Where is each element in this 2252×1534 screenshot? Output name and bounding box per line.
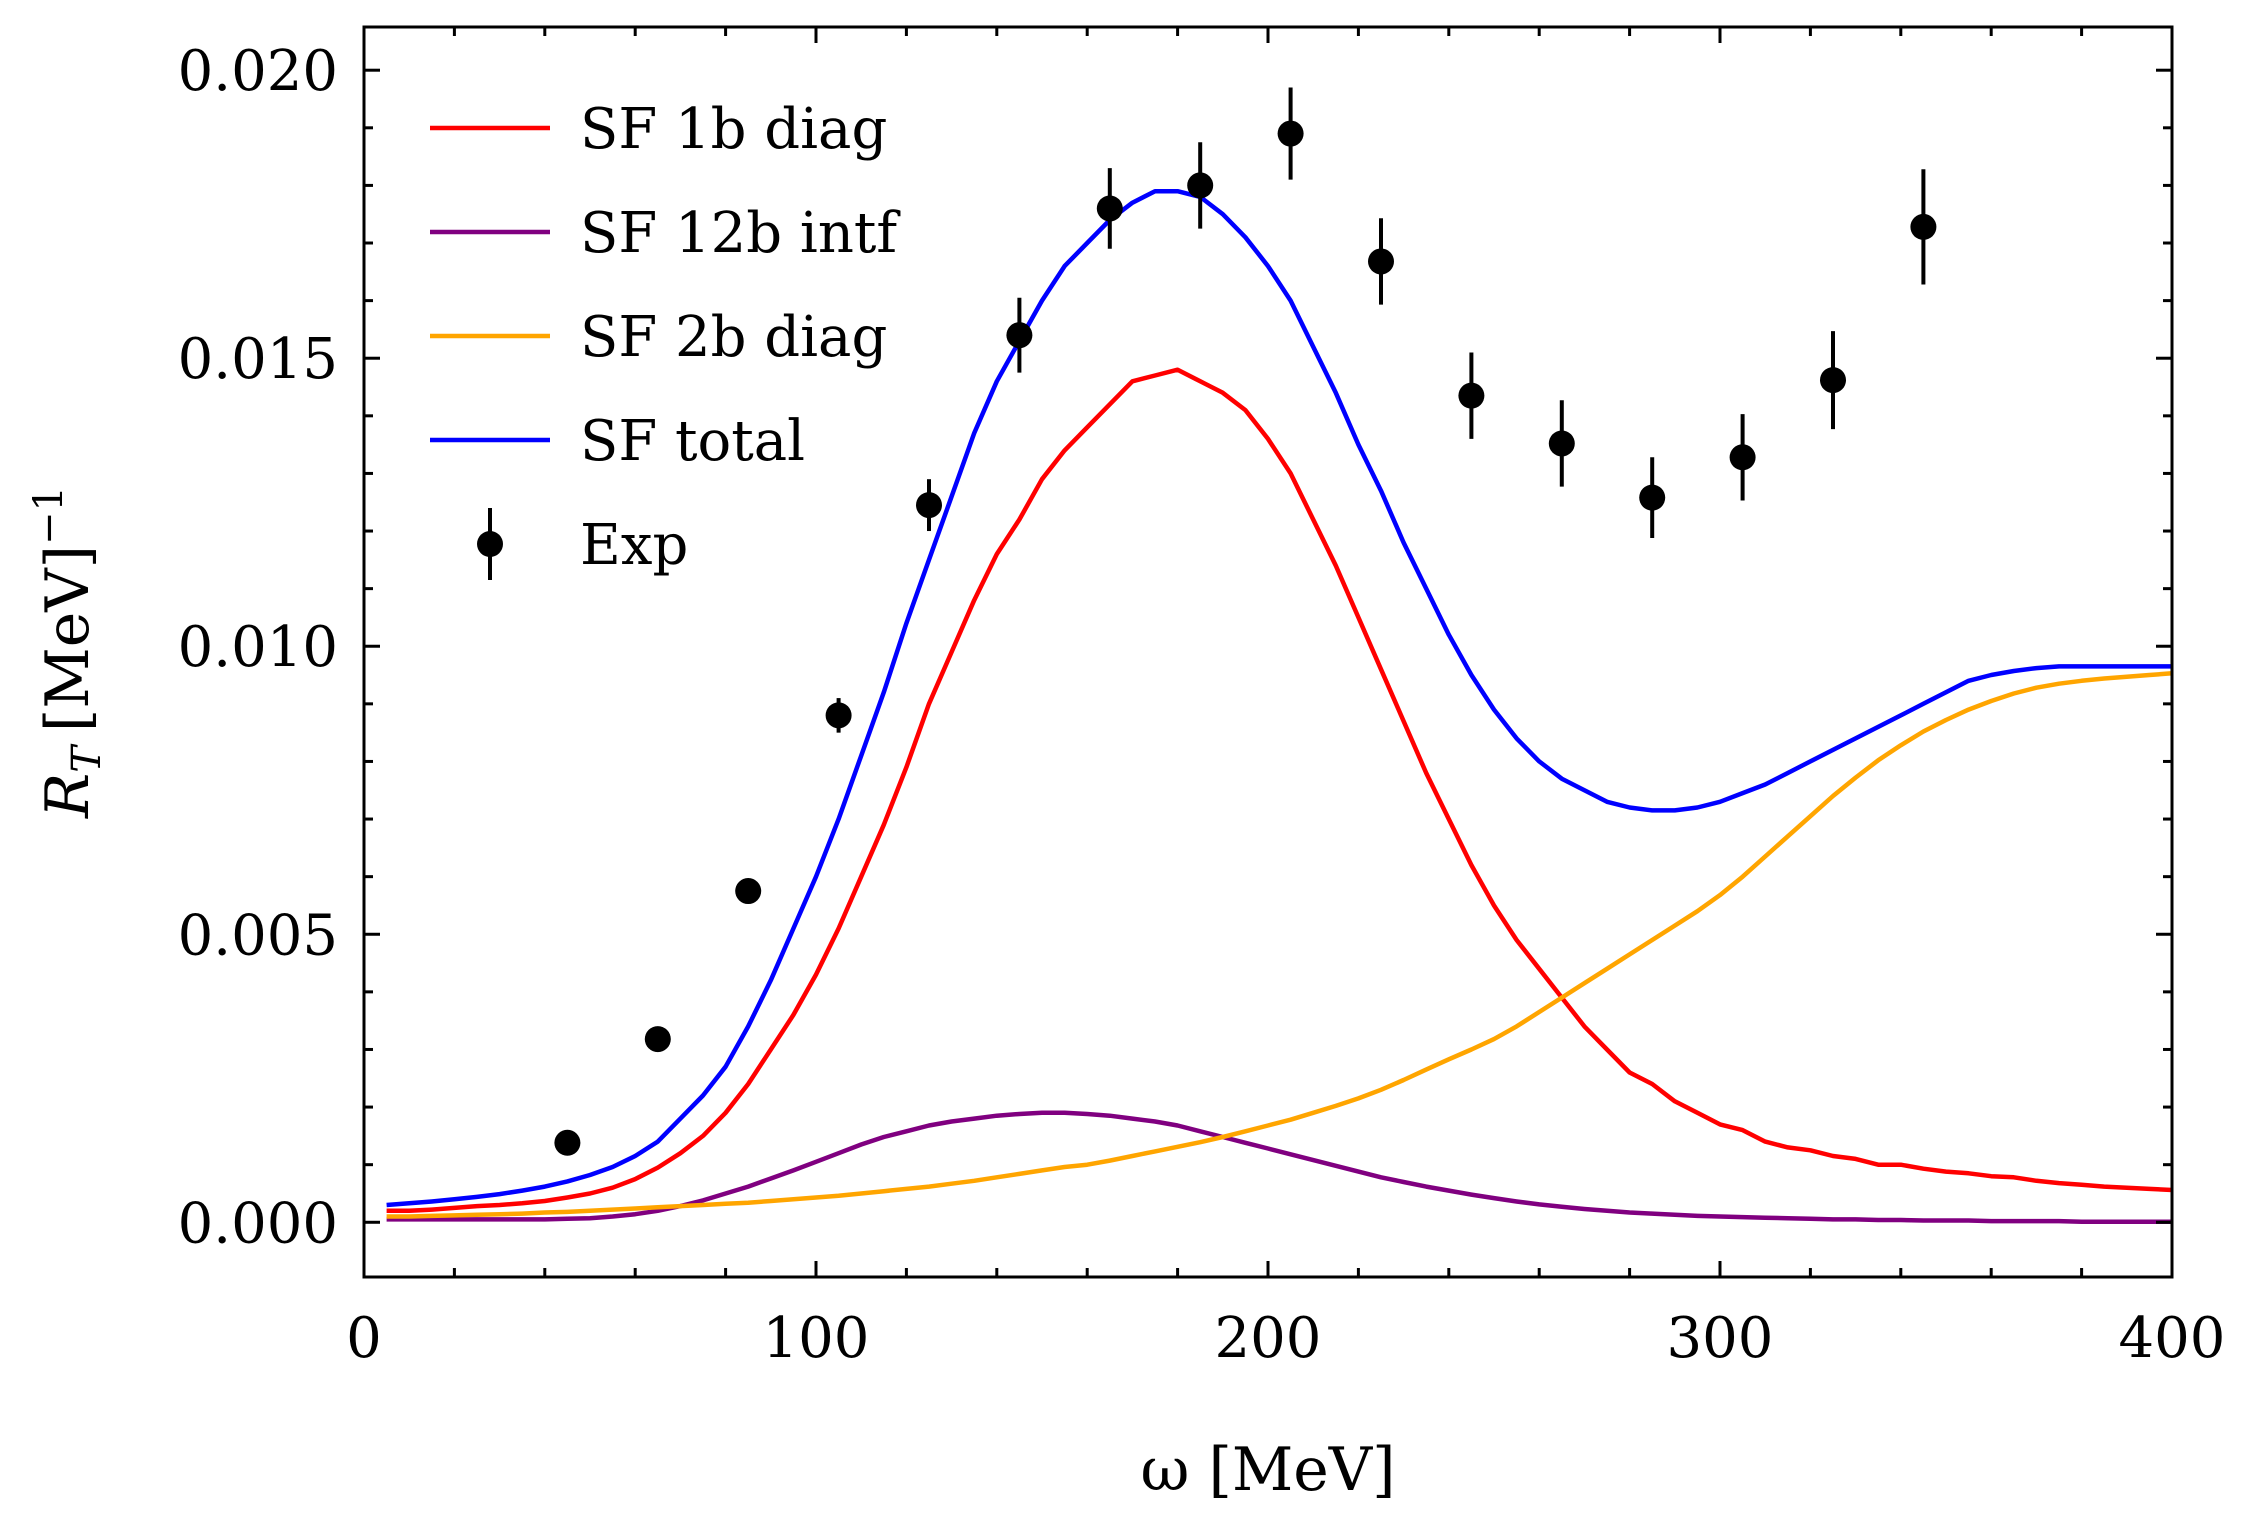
exp-point [644, 1026, 671, 1053]
legend-label: SF 2b diag [580, 305, 887, 370]
exp-point [1910, 213, 1937, 240]
series-line-sf-1b-diag [386, 367, 2173, 1214]
y-axis-label-superscript: −1 [26, 486, 72, 545]
exp-point [735, 878, 762, 905]
y-axis-label-subscript: T [64, 743, 110, 773]
exp-point [1548, 430, 1575, 457]
exp-point [916, 492, 942, 519]
legend-entry-sf-total: SF total [430, 409, 805, 474]
series-line-sf-2b-diag [386, 671, 2173, 1219]
x-tick-label: 100 [763, 1306, 870, 1371]
legend-label: SF total [580, 409, 805, 474]
x-tick-label: 0 [346, 1306, 382, 1371]
series-layer [386, 188, 2173, 1224]
ticks-layer: 0 100 200 300 400 0.000 0.005 0.010 0.015 0.020 [178, 27, 2226, 1371]
x-axis-label: ω [MeV] [1140, 1435, 1395, 1505]
exp-point [1729, 444, 1756, 471]
y-tick-label: 0.010 [178, 615, 338, 680]
legend-marker [477, 531, 503, 557]
exp-point [1639, 484, 1666, 511]
legend-entry-sf-12b-intf: SF 12b intf [430, 201, 901, 266]
legend-entry-sf-1b-diag: SF 1b diag [430, 97, 887, 162]
legend-label: SF 1b diag [580, 97, 887, 162]
exp-point [825, 702, 852, 729]
y-tick-label: 0.015 [178, 327, 338, 392]
exp-point [1006, 322, 1033, 349]
legend-entry-exp: Exp [477, 508, 688, 580]
x-tick-label: 400 [2119, 1306, 2226, 1371]
exp-point [1187, 172, 1214, 199]
exp-point [1368, 248, 1394, 275]
x-tick-label: 300 [1667, 1306, 1774, 1371]
y-axis-label: RT [MeV]−1 [26, 486, 110, 819]
exp-point [1820, 367, 1846, 394]
legend-label: SF 12b intf [580, 201, 901, 266]
points-layer [554, 87, 1937, 1156]
exp-point [554, 1129, 581, 1156]
y-axis-label-symbol: R [33, 773, 103, 819]
y-tick-label: 0.020 [178, 39, 338, 104]
x-tick-label: 200 [1215, 1306, 1322, 1371]
exp-point [1096, 195, 1123, 222]
legend-entry-sf-2b-diag: SF 2b diag [430, 305, 887, 370]
y-tick-label: 0.000 [178, 1191, 338, 1256]
legend: SF 1b diag SF 12b intf SF 2b diag SF total E… [430, 97, 901, 580]
y-axis-label-unit: [MeV] [33, 545, 103, 732]
series-line-sf-total [386, 188, 2172, 1208]
exp-point [1277, 120, 1304, 147]
exp-point [1458, 382, 1485, 409]
legend-label: Exp [580, 513, 688, 578]
y-tick-label: 0.005 [178, 903, 338, 968]
